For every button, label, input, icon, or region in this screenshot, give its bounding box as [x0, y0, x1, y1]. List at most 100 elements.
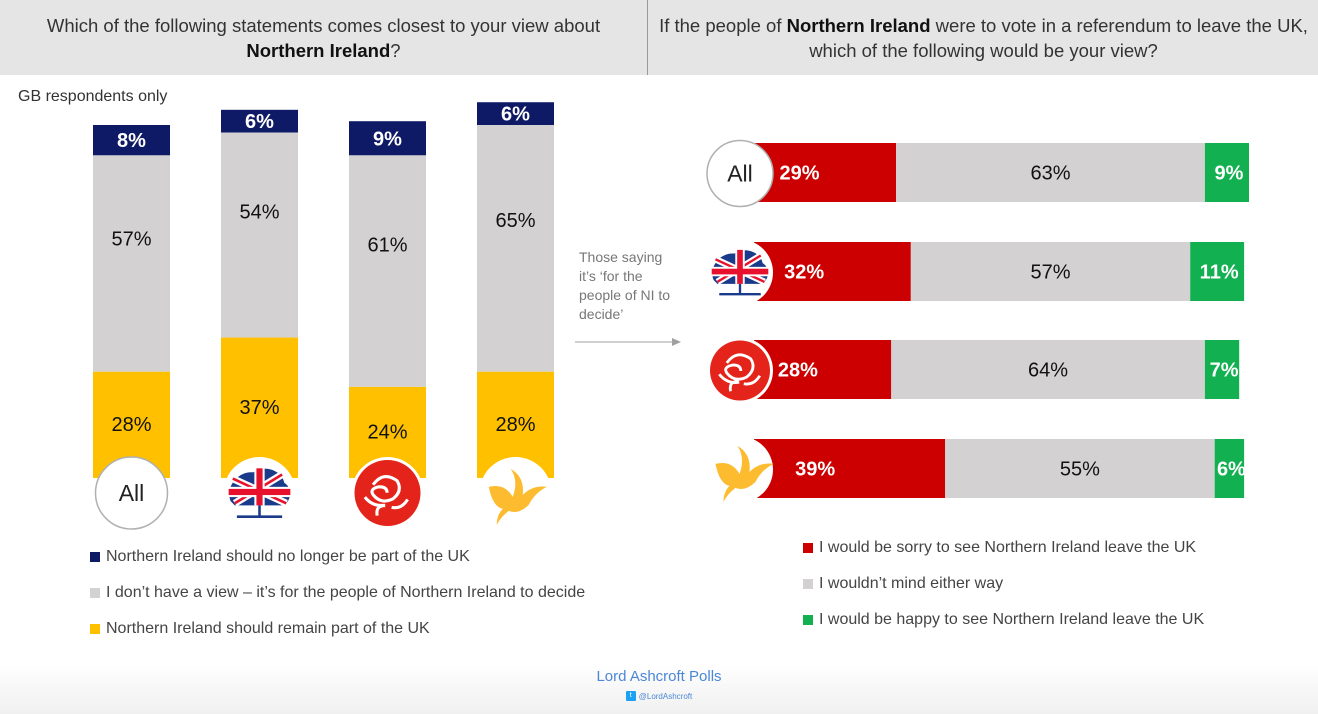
right-question: If the people of Northern Ireland were t…: [649, 8, 1318, 68]
side-note: Those saying it’s ‘for the people of NI …: [579, 249, 671, 322]
legend-swatch: [90, 624, 100, 634]
twitter-handle-text: @LordAshcroft: [638, 691, 693, 701]
bar-segment: [349, 155, 426, 387]
rose-leaves: [363, 496, 409, 516]
legend-item: I would be sorry to see Northern Ireland…: [803, 530, 1204, 566]
bar-segment: [93, 125, 170, 156]
bar-value-label: 6%: [1217, 459, 1246, 481]
right-question-text: If the people of: [659, 15, 782, 36]
bar-row-all: 29% 63% 9% All: [706, 139, 1249, 208]
bar-segment: [1204, 340, 1240, 399]
bar-row-liberal-democrat: 39% 55% 6%: [707, 436, 1246, 503]
flag-red-vertical: [737, 249, 743, 284]
legend-label: I would be sorry to see Northern Ireland…: [819, 539, 1197, 556]
rose-petals: [724, 353, 755, 381]
bar-segment: [891, 340, 1205, 399]
bar-column-labour: 9% 61% 24%: [349, 121, 426, 529]
bar-segment: [1214, 439, 1245, 498]
bar-value-label: 64%: [1028, 360, 1068, 382]
bar-value-label: 7%: [1210, 360, 1239, 382]
bar-segment: [1190, 242, 1245, 301]
bar-segment: [477, 125, 554, 372]
vertical-stacked-bar-chart: 8% 57% 28% All 6% 54% 37% 9% 61% 24% 6% 65% 28%: [93, 102, 554, 530]
bar-segment: [221, 132, 298, 338]
bar-value-label: 6%: [245, 111, 274, 133]
legend-swatch: [90, 588, 100, 598]
legend-item: I don’t have a view – it’s for the peopl…: [90, 575, 585, 611]
all-badge-label: All: [727, 161, 753, 187]
left-question-text: Which of the following statements comes …: [46, 15, 601, 36]
labour-rose-icon: [707, 337, 773, 404]
legend-left: Northern Ireland should no longer be par…: [90, 539, 585, 647]
footer: Lord Ashcroft Polls t @LordAshcroft: [0, 664, 1318, 714]
libdem-bird-icon: [707, 436, 774, 503]
bar-column-all: 8% 57% 28% All: [93, 125, 170, 530]
left-question-end: ?: [390, 40, 401, 61]
bar-value-label: 6%: [501, 104, 530, 126]
right-question-end: were to vote in a referendum to leave th…: [809, 15, 1308, 61]
bird-shape: [715, 445, 774, 502]
bar-column-liberal-democrat: 6% 65% 28%: [477, 102, 554, 529]
all-badge-circle: [94, 456, 169, 530]
bar-segment: [754, 439, 946, 498]
legend-right: I would be sorry to see Northern Ireland…: [803, 530, 1204, 638]
bar-value-label: 9%: [373, 128, 402, 150]
twitter-icon: t: [625, 691, 636, 701]
all-badge: All: [706, 139, 774, 208]
legend-item: Northern Ireland should remain part of t…: [90, 611, 585, 647]
bar-value-label: 29%: [779, 163, 819, 185]
arrow: [575, 338, 681, 346]
bar-value-label: 54%: [239, 201, 279, 223]
bar-segment: [1204, 143, 1249, 202]
bar-value-label: 65%: [495, 210, 535, 232]
all-badge-label: All: [119, 480, 145, 506]
bar-value-label: 9%: [1214, 163, 1243, 185]
bar-value-label: 39%: [795, 459, 835, 481]
legend-item: Northern Ireland should no longer be par…: [90, 539, 585, 575]
twitter-handle[interactable]: t @LordAshcroft: [0, 691, 1318, 701]
bar-segment: [221, 337, 298, 478]
legend-swatch: [90, 552, 100, 562]
bird-shape: [488, 468, 547, 525]
all-badge-circle: [706, 139, 774, 208]
bar-value-label: 11%: [1200, 262, 1239, 284]
legend-label: Northern Ireland should no longer be par…: [106, 548, 470, 565]
bar-row-conservative: 32% 57% 11%: [707, 239, 1245, 306]
bar-column-conservative: 6% 54% 37%: [221, 109, 298, 529]
libdem-bird-icon: [479, 457, 552, 529]
bar-segment: [754, 143, 897, 202]
bar-value-label: 55%: [1060, 459, 1100, 481]
rose-petals: [370, 475, 401, 503]
legend-label: I wouldn’t mind either way: [819, 575, 1004, 592]
rose-disc: [354, 460, 421, 526]
all-badge: All: [94, 456, 169, 530]
brand-name: Lord Ashcroft Polls: [596, 668, 722, 685]
bar-value-label: 32%: [784, 262, 824, 284]
rose-leaves: [718, 373, 761, 392]
horizontal-stacked-bar-chart: 29% 63% 9% All 32% 57% 11% 28% 64% 7% 39% 55% 6%: [706, 139, 1249, 503]
bar-segment: [93, 155, 170, 372]
bar-value-label: 28%: [111, 414, 151, 436]
legend-label: I don’t have a view – it’s for the peopl…: [106, 584, 586, 601]
left-question: Which of the following statements comes …: [0, 8, 647, 68]
legend-item: I wouldn’t mind either way: [803, 566, 1204, 602]
bar-row-labour: 28% 64% 7%: [707, 337, 1240, 404]
bar-value-label: 24%: [367, 421, 407, 443]
bar-segment: [896, 143, 1205, 202]
respondents-note: GB respondents only: [18, 88, 168, 105]
legend-swatch: [803, 543, 813, 553]
bar-segment: [221, 109, 298, 133]
bar-segment: [349, 121, 426, 156]
legend-swatch: [803, 579, 813, 589]
bar-segment: [945, 439, 1215, 498]
bar-value-label: 57%: [1030, 262, 1070, 284]
tree-trunk: [236, 505, 283, 518]
bar-value-label: 8%: [117, 130, 146, 152]
bar-value-label: 37%: [239, 397, 279, 419]
conservative-tree-icon: [223, 457, 296, 529]
right-question-bold: Northern Ireland: [786, 15, 931, 36]
conservative-tree-icon: [707, 239, 773, 306]
bar-value-label: 61%: [367, 234, 407, 256]
header: Which of the following statements comes …: [0, 0, 1318, 75]
